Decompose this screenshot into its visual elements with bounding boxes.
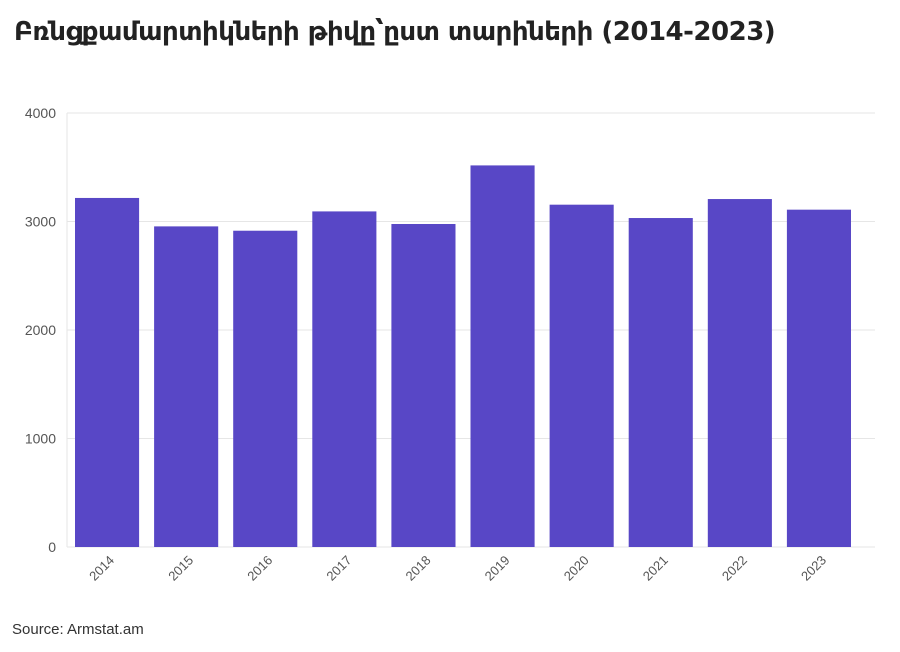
y-tick-label: 4000	[25, 105, 56, 121]
bar	[786, 209, 851, 547]
y-tick-label: 0	[48, 539, 56, 555]
bar	[154, 226, 219, 547]
chart-title: Բռնցքամարտիկների թիվը՝ըստ տարիների (2014…	[14, 17, 776, 47]
x-tick-label: 2022	[719, 553, 750, 584]
bar	[391, 223, 456, 548]
x-tick-label: 2016	[244, 553, 275, 584]
x-tick-label: 2020	[561, 553, 592, 584]
bar	[628, 218, 693, 547]
bar	[549, 204, 614, 547]
x-tick-label: 2015	[165, 553, 196, 584]
bar	[75, 197, 140, 547]
x-tick-label: 2019	[482, 553, 513, 584]
bar	[470, 165, 535, 547]
bar	[312, 211, 377, 548]
y-tick-label: 1000	[25, 431, 56, 447]
source-note: Source: Armstat.am	[12, 621, 144, 638]
bar	[233, 230, 298, 547]
y-tick-label: 3000	[25, 214, 56, 230]
x-tick-label: 2018	[403, 553, 434, 584]
bar	[707, 199, 772, 547]
x-tick-label: 2017	[323, 553, 354, 584]
x-tick-label: 2023	[798, 553, 829, 584]
y-tick-label: 2000	[25, 322, 56, 338]
x-tick-label: 2021	[640, 553, 671, 584]
x-tick-label: 2014	[86, 553, 117, 584]
